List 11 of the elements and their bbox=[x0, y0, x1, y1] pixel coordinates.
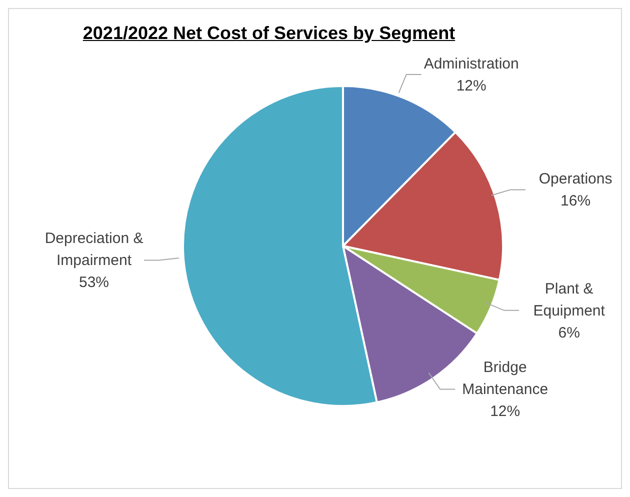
slice-label: Plant & Equipment bbox=[533, 280, 606, 319]
slice-label: Administration bbox=[424, 54, 519, 72]
data-label: 12% bbox=[490, 402, 520, 420]
slice-label: Operations bbox=[538, 170, 612, 188]
slice-label: Bridge Maintenance bbox=[462, 358, 548, 398]
chart-title: 2021/2022 Net Cost of Services by Segment bbox=[82, 23, 456, 44]
data-label: 6% bbox=[558, 324, 580, 341]
data-label: 12% bbox=[456, 76, 486, 94]
data-label: 16% bbox=[560, 192, 591, 210]
slice-label: Depreciation & Impairment bbox=[44, 230, 144, 269]
data-label: 53% bbox=[79, 274, 110, 291]
